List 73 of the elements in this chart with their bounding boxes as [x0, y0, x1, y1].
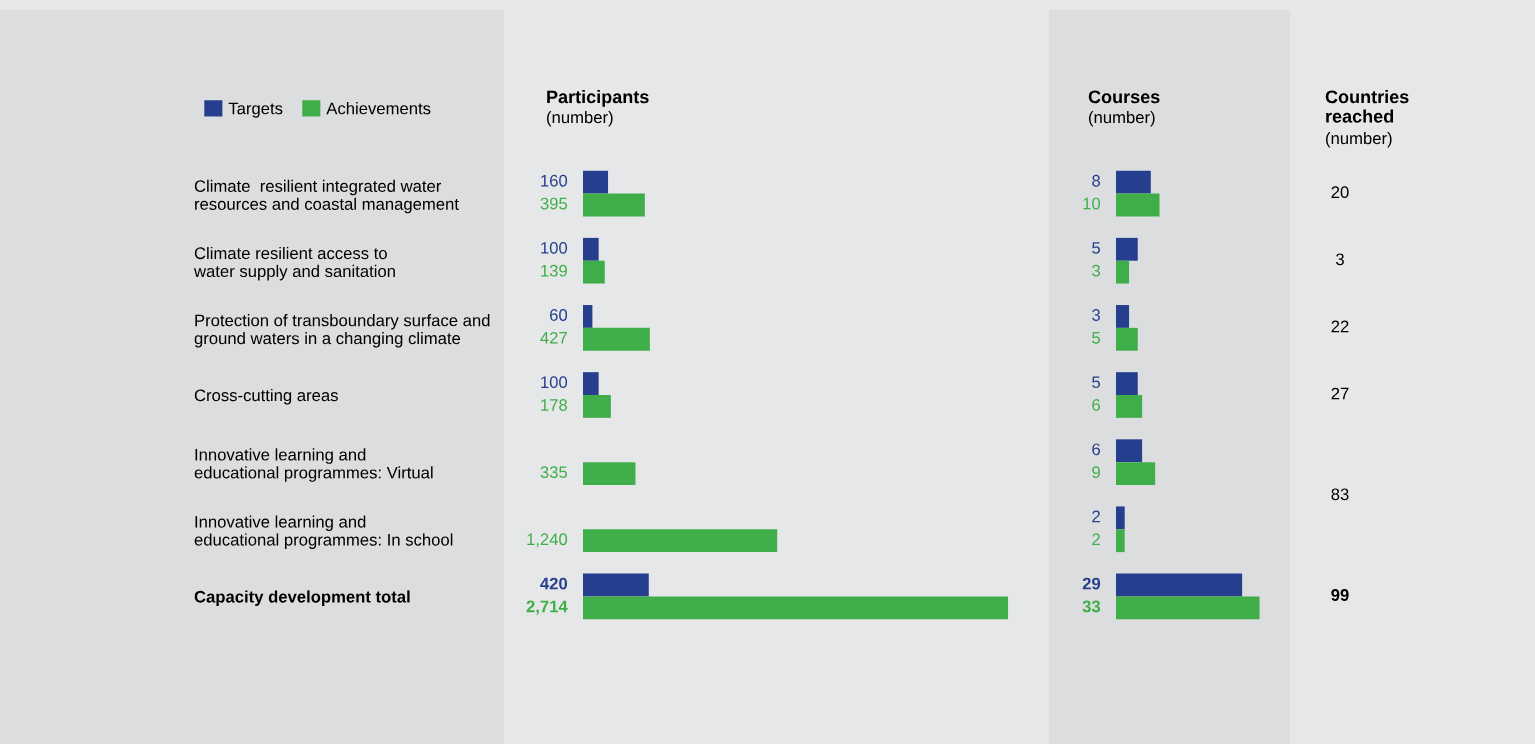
data-label: 2 [1092, 510, 1100, 523]
text: 27 [1331, 387, 1349, 400]
bar [583, 260, 605, 284]
data-label: 100 [541, 241, 568, 254]
data-label: 8 [1092, 174, 1100, 187]
data-label: 335 [540, 466, 568, 479]
bar [583, 529, 778, 553]
data-label: 420 [540, 577, 568, 590]
bar [583, 327, 650, 351]
data-label: 33 [1082, 600, 1101, 613]
data-label: 178 [541, 399, 567, 411]
chart-subtitle: (number) [1089, 111, 1155, 127]
bar [1116, 462, 1156, 485]
bar [1116, 170, 1151, 194]
y-tick-label: Protection of transboundary surface and ground waters in a changing climate [194, 314, 490, 348]
bar [583, 395, 611, 418]
data-label: 100 [541, 376, 568, 389]
bar [583, 237, 599, 261]
data-label: 160 [541, 174, 568, 187]
bar [583, 573, 649, 597]
bar [1116, 529, 1125, 553]
bar [1116, 573, 1243, 597]
data-label: 2 [1092, 533, 1100, 546]
data-label: 5 [1092, 376, 1101, 389]
data-label: 3 [1092, 309, 1100, 321]
data-label: 5 [1092, 242, 1101, 254]
data-label: 5 [1092, 332, 1101, 344]
chart-title: Participants [547, 90, 649, 107]
chart-subtitle: (number) [547, 111, 613, 127]
text: 22 [1331, 320, 1349, 333]
data-label: 60 [550, 309, 568, 321]
y-tick-label: Capacity development total [194, 590, 410, 606]
bar [583, 596, 1009, 620]
data-label: 395 [540, 197, 568, 210]
data-label: 139 [541, 264, 567, 277]
bar [583, 462, 636, 485]
y-tick-label: Innovative learning and educational programmes: In school [194, 515, 453, 549]
bar [1116, 506, 1125, 530]
chart-title: Courses [1088, 90, 1160, 104]
data-label: 427 [540, 331, 567, 344]
bar [1116, 596, 1260, 620]
bar [1116, 327, 1138, 351]
bar [1116, 260, 1130, 284]
y-tick-label: Cross-cutting areas [194, 388, 338, 405]
text: 99 [1331, 589, 1349, 601]
text: (number) [1326, 132, 1392, 148]
bar [1116, 237, 1138, 261]
data-label: 6 [1092, 443, 1100, 456]
bar [583, 170, 609, 194]
y-tick-label: Climate resilient access to water supply and sanitation [193, 246, 395, 281]
bar [583, 372, 599, 395]
bar [583, 305, 593, 328]
data-label: 10 [1083, 197, 1101, 210]
y-tick-label: Innovative learning and educational programmes: Virtual [194, 448, 433, 482]
text: 20 [1331, 186, 1349, 199]
bar [583, 193, 645, 217]
data-label: 9 [1092, 466, 1100, 479]
bar [1116, 193, 1160, 217]
bar [1116, 395, 1143, 418]
text: 83 [1331, 488, 1349, 501]
legend-label: Achievements [326, 102, 431, 115]
bar [1116, 305, 1130, 328]
data-label: 2,714 [526, 600, 568, 615]
bar [1116, 439, 1143, 463]
legend-label: Targets [228, 102, 283, 118]
data-label: 6 [1092, 399, 1100, 411]
text: 3 [1336, 253, 1344, 266]
data-label: 29 [1082, 577, 1101, 590]
data-label: 1,240 [527, 533, 568, 548]
bar [1116, 372, 1138, 395]
y-tick-label: Climate resilient integrated water resources and coastal management [194, 179, 459, 214]
text: Countries reached [1325, 90, 1409, 123]
data-label: 3 [1092, 264, 1100, 277]
